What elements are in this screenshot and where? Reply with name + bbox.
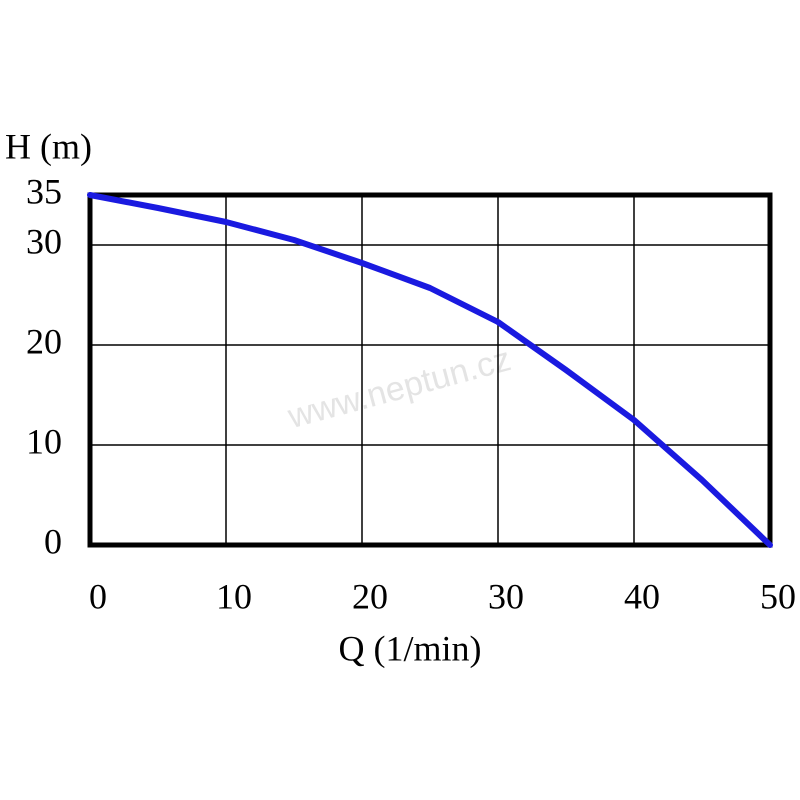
- x-axis-label: Q (1/min): [339, 628, 482, 668]
- y-tick-label: 35: [26, 171, 62, 211]
- x-tick-label: 50: [760, 576, 796, 616]
- y-tick-label: 0: [44, 521, 62, 561]
- x-tick-label: 0: [89, 576, 107, 616]
- x-tick-label: 20: [352, 576, 388, 616]
- curve: [87, 192, 773, 548]
- x-tick-label: 30: [488, 576, 524, 616]
- watermark: www.neptun.cz: [283, 340, 515, 436]
- y-tick-label: 10: [26, 421, 62, 461]
- y-tick-label: 20: [26, 321, 62, 361]
- x-tick-label: 40: [624, 576, 660, 616]
- x-tick-label: 10: [216, 576, 252, 616]
- y-tick-label: 30: [26, 221, 62, 261]
- plot-frame: [87, 192, 773, 548]
- y-axis-label: H (m): [5, 126, 92, 166]
